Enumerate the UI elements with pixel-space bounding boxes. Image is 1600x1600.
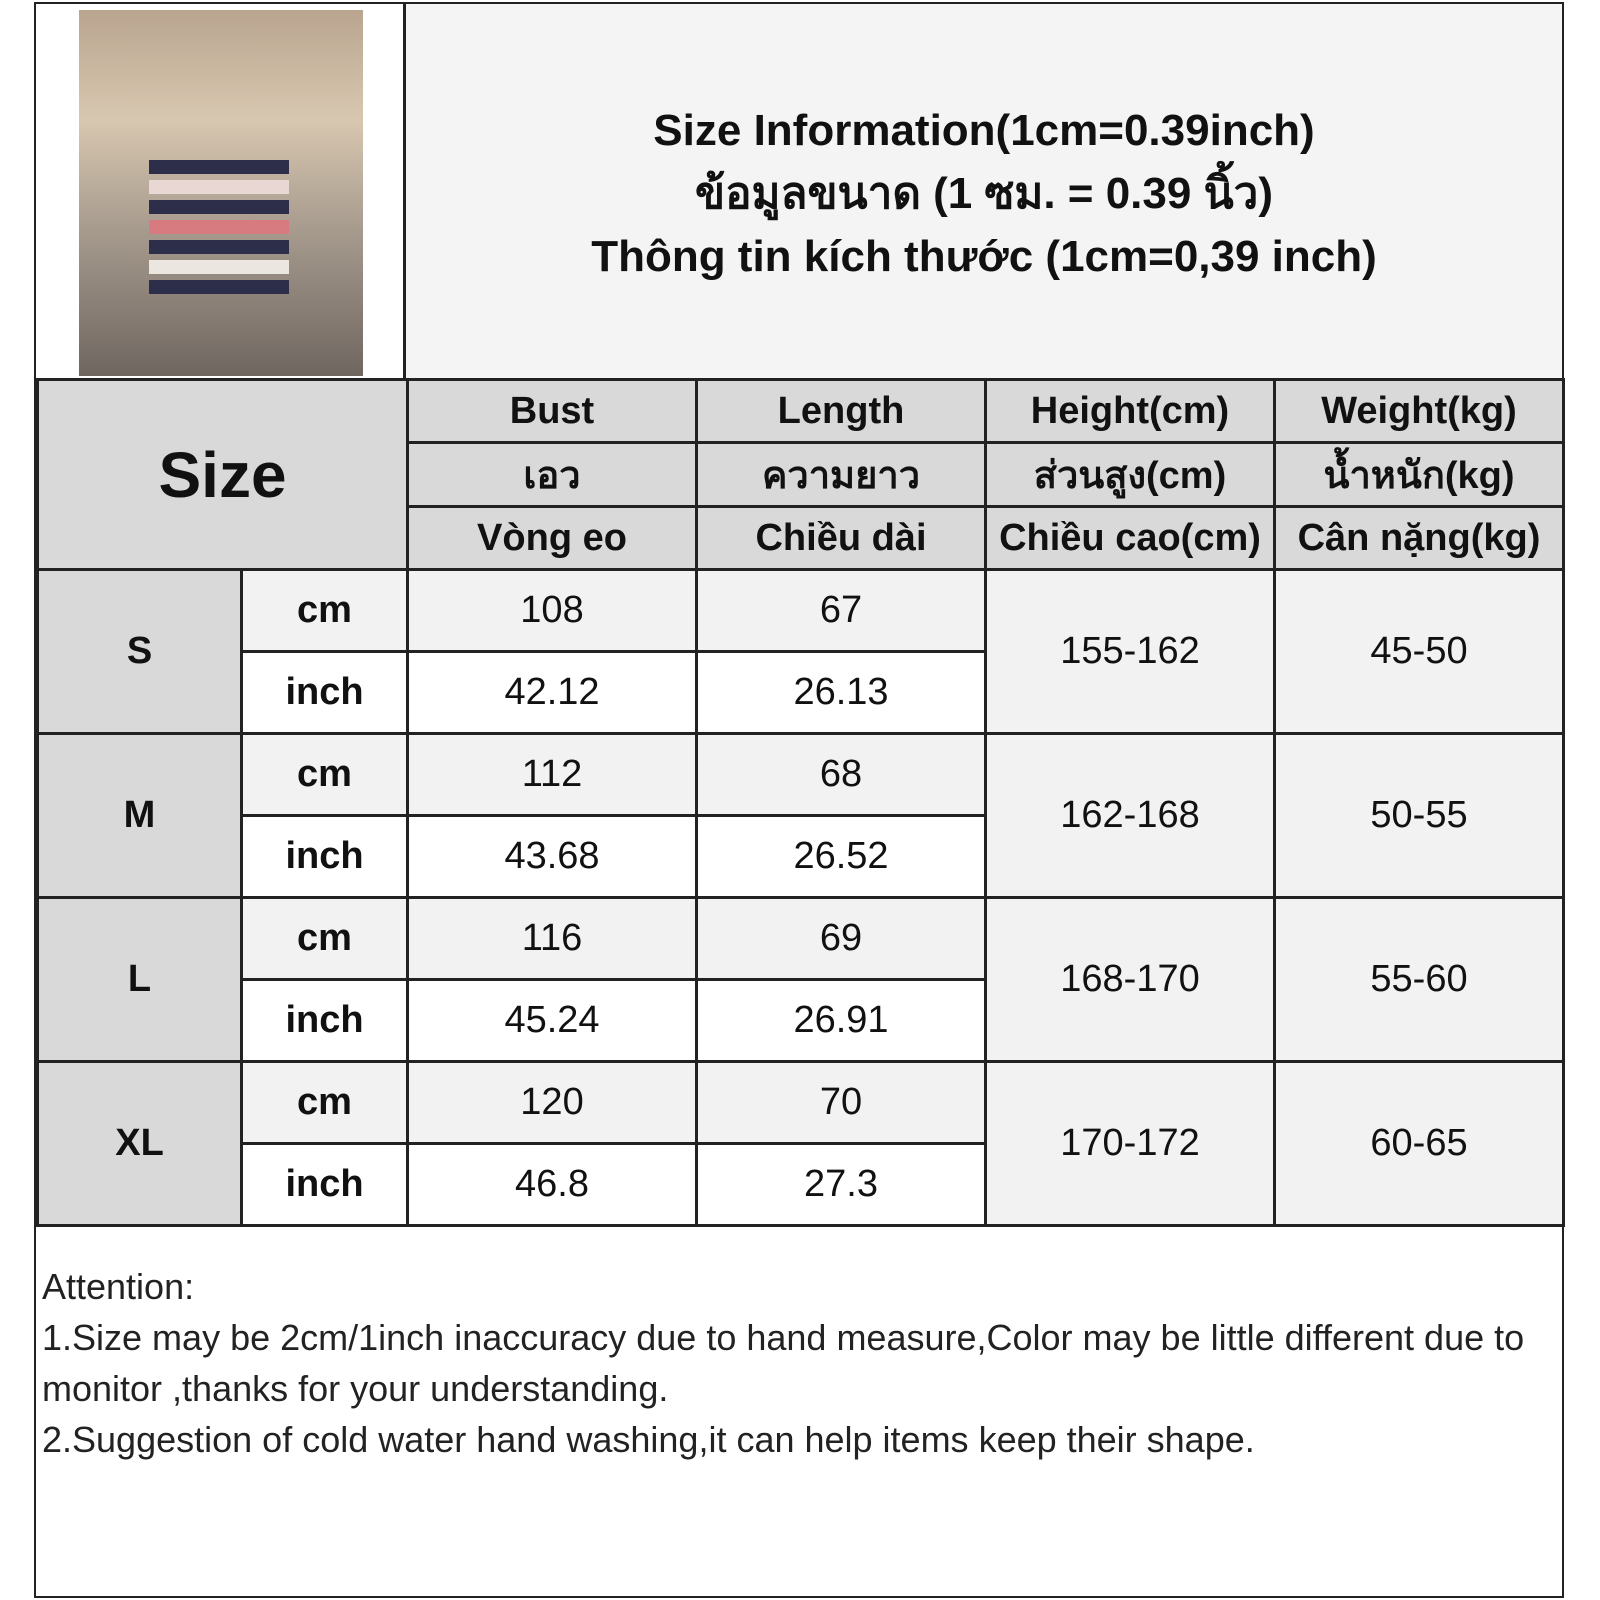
length-inch: 26.13 [695,650,987,735]
unit-cm: cm [240,732,409,817]
bust-inch: 43.68 [406,814,698,899]
header-bust: Bust [406,378,698,444]
size-table: Size Bust Length Height(cm) Weight(kg) เ… [36,378,1565,1227]
table-row-xl-inch: inch 46.8 27.3 [38,1142,1564,1227]
header-length-thai: ความยาว [695,441,987,508]
length-inch: 26.52 [695,814,987,899]
table-row-s-cm: S cm 108 67 155-162 45-50 [36,568,1565,735]
table-row-m-cm: M cm 112 68 162-168 50-55 [36,732,1565,899]
product-photo [79,10,363,376]
chart-title: Size Information(1cm=0.39inch) ข้อมูลขนา… [406,99,1562,288]
unit-cm: cm [240,568,409,653]
header-length: Length [695,378,987,444]
note-2: 2.Suggestion of cold water hand washing,… [42,1419,1255,1460]
weight-range: 60-65 [1273,1060,1565,1227]
header-weight-vi: Cân nặng(kg) [1273,505,1565,571]
height-range: 155-162 [984,568,1276,735]
title-vietnamese: Thông tin kích thước (1cm=0,39 inch) [591,232,1377,281]
unit-inch: inch [240,650,409,735]
unit-cm: cm [240,1060,409,1145]
size-cell: S [36,568,243,735]
title-english: Size Information(1cm=0.39inch) [653,106,1315,155]
size-chart: Size Information(1cm=0.39inch) ข้อมูลขนา… [34,2,1565,1598]
length-inch: 27.3 [695,1142,987,1227]
bust-inch: 42.12 [406,650,698,735]
height-range: 168-170 [984,896,1276,1063]
weight-range: 55-60 [1273,896,1565,1063]
table-row-m-inch: inch 43.68 26.52 [38,814,1564,899]
bust-inch: 46.8 [406,1142,698,1227]
header-bust-vi: Vòng eo [406,505,698,571]
length-cm: 67 [695,568,987,653]
unit-inch: inch [240,1142,409,1227]
length-cm: 69 [695,896,987,981]
header-height: Height(cm) [984,378,1276,444]
bust-cm: 116 [406,896,698,981]
header-length-vi: Chiều dài [695,505,987,571]
height-range: 170-172 [984,1060,1276,1227]
table-row-s-inch: inch 42.12 26.13 [38,650,1564,735]
header-weight-thai: น้ำหนัก(kg) [1273,441,1565,508]
size-cell: XL [36,1060,243,1227]
length-cm: 70 [695,1060,987,1145]
table-row-xl-cm: XL cm 120 70 170-172 60-65 [36,1060,1565,1227]
unit-cm: cm [240,896,409,981]
title-thai: ข้อมูลขนาด (1 ซม. = 0.39 นิ้ว) [694,169,1273,218]
note-1: 1.Size may be 2cm/1inch inaccuracy due t… [42,1317,1525,1409]
header-weight: Weight(kg) [1273,378,1565,444]
bust-cm: 108 [406,568,698,653]
unit-inch: inch [240,814,409,899]
header-height-thai: ส่วนสูง(cm) [984,441,1276,508]
notes-heading: Attention: [42,1266,195,1307]
weight-range: 50-55 [1273,732,1565,899]
height-range: 162-168 [984,732,1276,899]
bust-inch: 45.24 [406,978,698,1063]
length-cm: 68 [695,732,987,817]
bust-cm: 120 [406,1060,698,1145]
header-height-vi: Chiều cao(cm) [984,505,1276,571]
weight-range: 45-50 [1273,568,1565,735]
header-section: Size Information(1cm=0.39inch) ข้อมูลขนา… [36,4,1562,378]
size-cell: M [36,732,243,899]
table-row-l-cm: L cm 116 69 168-170 55-60 [36,896,1565,1063]
unit-inch: inch [240,978,409,1063]
table-row-l-inch: inch 45.24 26.91 [38,978,1564,1063]
size-header: Size [36,378,409,571]
length-inch: 26.91 [695,978,987,1063]
bust-cm: 112 [406,732,698,817]
attention-notes: Attention: 1.Size may be 2cm/1inch inacc… [42,1261,1552,1465]
header-bust-thai: เอว [406,441,698,508]
size-cell: L [36,896,243,1063]
product-photo-cell [36,4,406,378]
